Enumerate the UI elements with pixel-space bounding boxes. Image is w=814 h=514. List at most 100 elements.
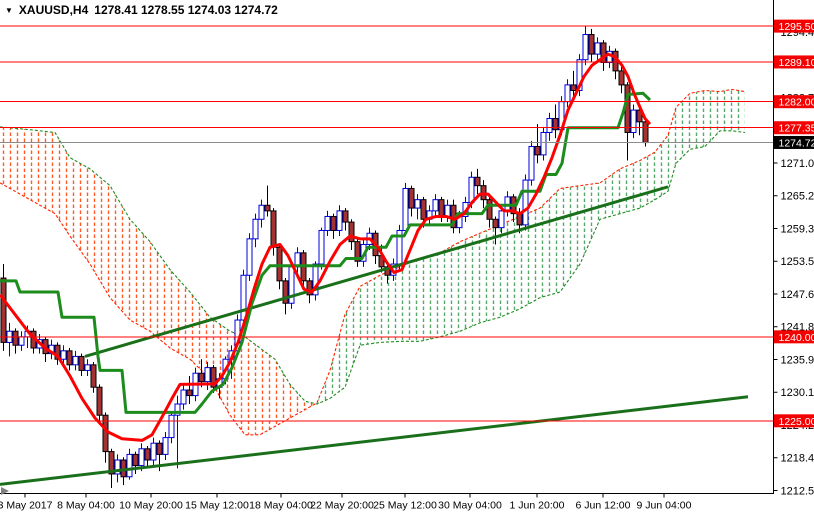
candle-down[interactable] bbox=[12, 328, 19, 354]
time-tick-label: 9 Jun 04:00 bbox=[637, 500, 692, 512]
candle-down[interactable] bbox=[588, 28, 595, 63]
candle-down[interactable] bbox=[438, 196, 445, 223]
candle-down[interactable] bbox=[570, 70, 577, 99]
candle-up[interactable] bbox=[432, 194, 439, 217]
ichimoku-cloud-bullish bbox=[720, 89, 732, 131]
candle-down[interactable] bbox=[612, 48, 619, 80]
trendlines-layer[interactable] bbox=[0, 185, 749, 486]
candle-up[interactable] bbox=[246, 233, 253, 281]
candle-up[interactable] bbox=[426, 205, 433, 225]
candle-down[interactable] bbox=[618, 65, 625, 94]
candle-down[interactable] bbox=[0, 264, 7, 351]
candle-down[interactable] bbox=[108, 448, 115, 488]
candle-up[interactable] bbox=[72, 350, 79, 371]
candle-up[interactable] bbox=[162, 431, 169, 460]
candle-up[interactable] bbox=[522, 174, 529, 231]
ichimoku-cloud-bearish bbox=[245, 336, 260, 435]
candle-down[interactable] bbox=[330, 213, 337, 239]
candle-down[interactable] bbox=[186, 376, 193, 405]
candle-down[interactable] bbox=[96, 384, 103, 424]
candle-up[interactable] bbox=[126, 448, 133, 480]
candle-down[interactable] bbox=[264, 185, 271, 217]
candle-up[interactable] bbox=[174, 395, 181, 469]
candle-down[interactable] bbox=[348, 219, 355, 251]
trendline-2[interactable] bbox=[84, 185, 669, 358]
time-tick-label: 15 May 12:00 bbox=[185, 500, 249, 512]
ichimoku-cloud-bearish bbox=[275, 359, 290, 427]
time-tick-label: 6 Jun 12:00 bbox=[576, 500, 631, 512]
candle-up[interactable] bbox=[180, 384, 187, 410]
candle-up[interactable] bbox=[312, 261, 319, 301]
candle-down[interactable] bbox=[354, 238, 361, 267]
svg-text:1225.00: 1225.00 bbox=[779, 416, 814, 428]
candle-up[interactable] bbox=[6, 322, 13, 357]
candle-up[interactable] bbox=[114, 454, 121, 483]
symbol-menu-icon[interactable]: ▼ bbox=[5, 6, 13, 15]
candle-up[interactable] bbox=[540, 126, 547, 161]
candle-up[interactable] bbox=[630, 104, 637, 139]
candle-up[interactable] bbox=[324, 210, 331, 237]
price-tick-label: 1218.40 bbox=[781, 453, 814, 465]
ichimoku-cloud-bullish bbox=[360, 275, 380, 346]
candle-down[interactable] bbox=[474, 168, 481, 195]
candle-down[interactable] bbox=[510, 194, 517, 223]
ichimoku-cloud-bearish bbox=[90, 168, 110, 298]
candle-up[interactable] bbox=[18, 331, 25, 351]
time-tick-label: 10 May 20:00 bbox=[119, 500, 183, 512]
candle-up[interactable] bbox=[252, 213, 259, 248]
candle-down[interactable] bbox=[132, 451, 139, 474]
candle-up[interactable] bbox=[528, 140, 535, 186]
ichimoku-cloud-bullish bbox=[732, 89, 745, 133]
price-level-badge: 1225.00 bbox=[774, 414, 814, 428]
time-tick-label: 25 May 12:00 bbox=[373, 500, 437, 512]
ichimoku-cloud-bullish bbox=[420, 252, 440, 342]
candle-up[interactable] bbox=[318, 227, 325, 270]
svg-text:1274.72: 1274.72 bbox=[779, 137, 814, 149]
candle-down[interactable] bbox=[636, 107, 643, 136]
hlines-layer[interactable] bbox=[0, 25, 774, 422]
candle-down[interactable] bbox=[486, 196, 493, 228]
candle-up[interactable] bbox=[414, 194, 421, 220]
candle-down[interactable] bbox=[30, 328, 37, 354]
ichimoku-cloud-bullish bbox=[500, 216, 520, 318]
candle-down[interactable] bbox=[552, 104, 559, 139]
price-tick-label: 1259.35 bbox=[781, 223, 814, 235]
candle-down[interactable] bbox=[78, 353, 85, 377]
price-tick-label: 1247.65 bbox=[781, 289, 814, 301]
candle-down[interactable] bbox=[492, 216, 499, 245]
candle-up[interactable] bbox=[150, 437, 157, 466]
ichimoku-cloud-bullish bbox=[620, 160, 640, 214]
candle-down[interactable] bbox=[534, 124, 541, 164]
candle-up[interactable] bbox=[582, 26, 589, 66]
candle-down[interactable] bbox=[198, 359, 205, 388]
ichimoku-cloud-bullish bbox=[520, 208, 540, 309]
candle-down[interactable] bbox=[342, 208, 349, 231]
candle-down[interactable] bbox=[282, 278, 289, 315]
candle-up[interactable] bbox=[240, 269, 247, 326]
ichimoku-cloud-bullish bbox=[440, 241, 460, 337]
candle-up[interactable] bbox=[258, 199, 265, 228]
candle-up[interactable] bbox=[594, 37, 601, 60]
candle-up[interactable] bbox=[336, 205, 343, 237]
candle-up[interactable] bbox=[564, 79, 571, 108]
time-tick-label: 30 May 04:00 bbox=[438, 500, 502, 512]
trendline-1[interactable] bbox=[0, 395, 749, 486]
price-tick-label: 1253.50 bbox=[781, 256, 814, 268]
candle-down[interactable] bbox=[66, 348, 73, 371]
candle-up[interactable] bbox=[84, 359, 91, 377]
candle-down[interactable] bbox=[210, 364, 217, 393]
candle-down[interactable] bbox=[144, 445, 151, 469]
candle-up[interactable] bbox=[546, 112, 553, 141]
candle-down[interactable] bbox=[54, 342, 61, 365]
candle-up[interactable] bbox=[168, 412, 175, 444]
candle-down[interactable] bbox=[102, 412, 109, 463]
candle-down[interactable] bbox=[90, 362, 97, 393]
time-tick-label: 22 May 20:00 bbox=[310, 500, 374, 512]
candle-up[interactable] bbox=[60, 345, 67, 365]
candle-down[interactable] bbox=[408, 185, 415, 217]
time-tick-label: 8 May 04:00 bbox=[57, 500, 115, 512]
svg-text:1282.00: 1282.00 bbox=[779, 97, 814, 109]
candle-down[interactable] bbox=[270, 208, 277, 256]
